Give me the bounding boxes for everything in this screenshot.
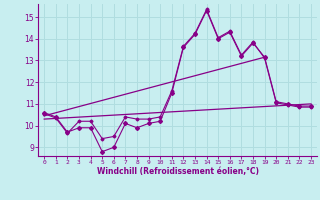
X-axis label: Windchill (Refroidissement éolien,°C): Windchill (Refroidissement éolien,°C) bbox=[97, 167, 259, 176]
